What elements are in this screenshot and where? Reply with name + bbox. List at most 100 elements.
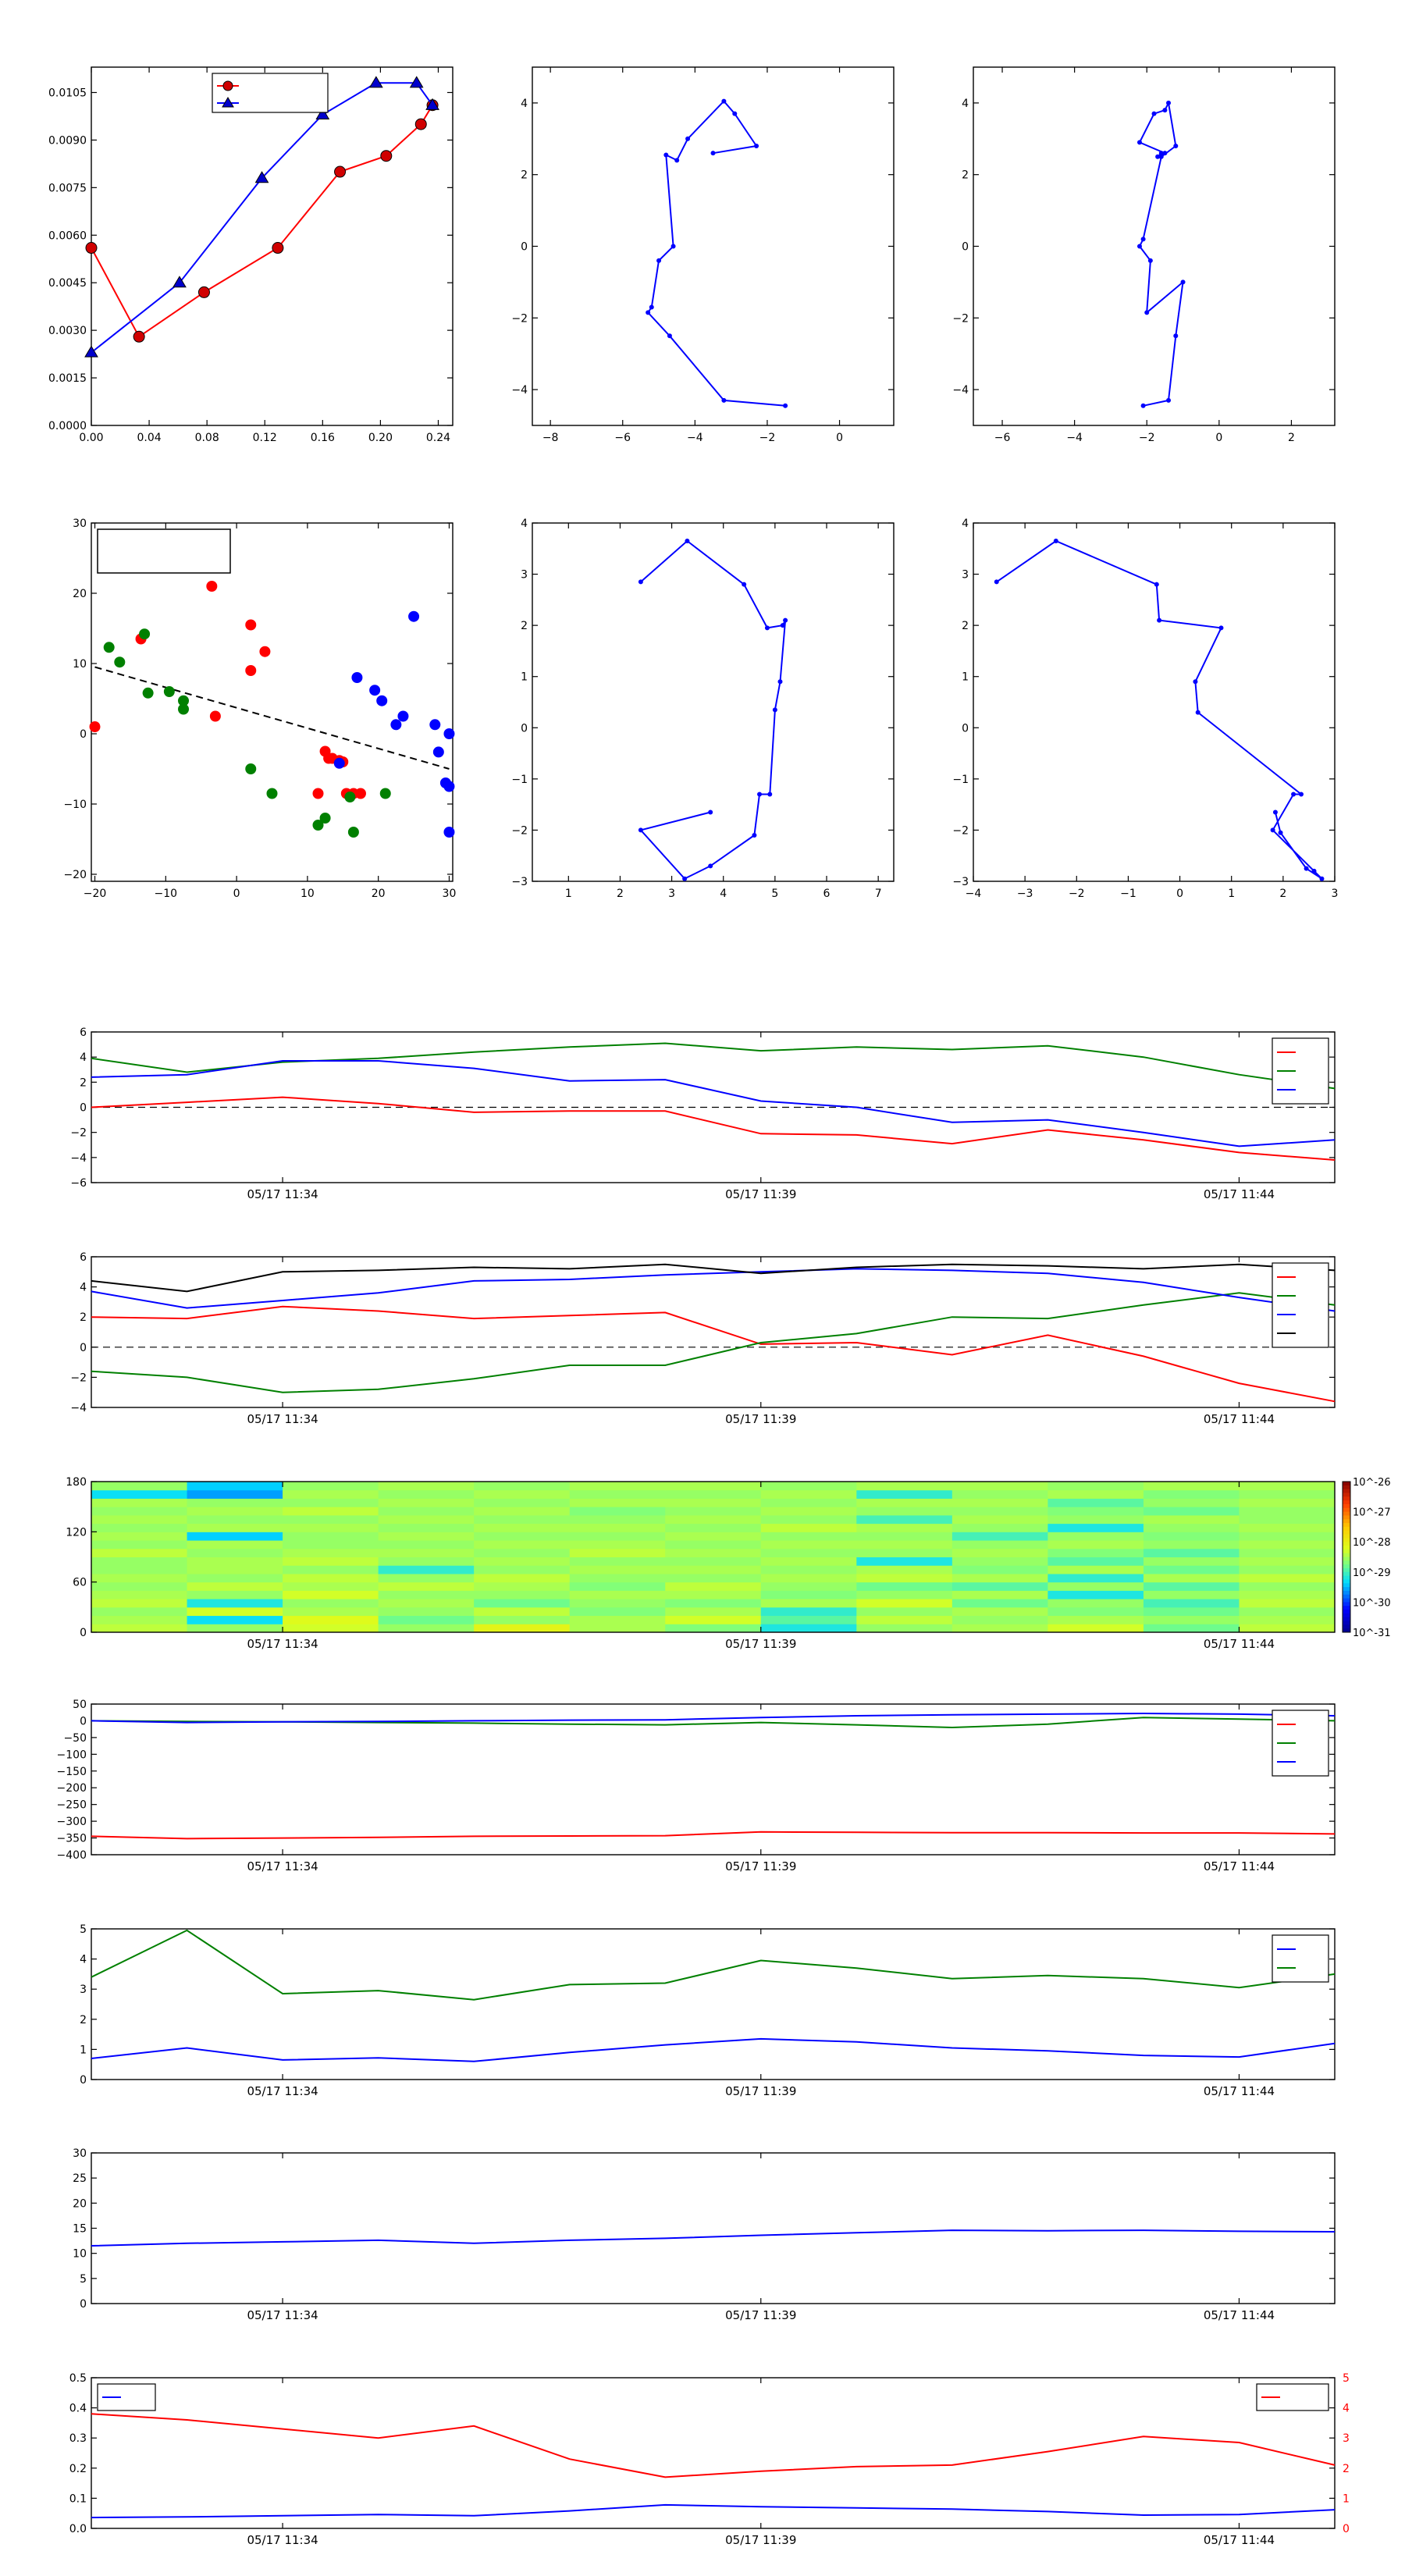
x-tick-label: 1 xyxy=(565,888,572,900)
heatmap-cell xyxy=(665,1482,762,1491)
heatmap-cell xyxy=(760,1540,857,1550)
y-tick-label: 1 xyxy=(962,671,969,684)
timeseries-12: 0.0 0.1 0.2 0.3 0.4 0.5 05/17 11:34 05/17 11:39… xyxy=(69,2372,1350,2547)
heatmap-cell xyxy=(1239,1565,1336,1574)
heatmap-cell xyxy=(856,1532,953,1541)
heatmap-cell xyxy=(474,1532,571,1541)
heatmap-cell xyxy=(665,1615,762,1624)
heatmap-cell xyxy=(474,1624,571,1633)
y-tick-label: 2 xyxy=(962,620,969,632)
x-tick-label: 10 xyxy=(301,888,315,900)
data-point xyxy=(1218,625,1224,631)
time-tick-label: 05/17 11:39 xyxy=(725,1187,796,1201)
heatmap-cell xyxy=(91,1548,188,1557)
data-point xyxy=(1193,679,1198,685)
y-tick-label: 50 xyxy=(73,1699,87,1711)
data-point xyxy=(685,538,690,543)
scatter-point xyxy=(163,686,175,697)
y-tick-label: −4 xyxy=(511,384,528,397)
time-tick-label: 05/17 11:39 xyxy=(725,1859,796,1873)
time-tick-label: 05/17 11:44 xyxy=(1204,1412,1275,1426)
colorbar-segment xyxy=(1343,1538,1350,1542)
heatmap-cell xyxy=(951,1532,1048,1541)
heatmap-cell xyxy=(951,1582,1048,1591)
heatmap-cell xyxy=(951,1590,1048,1599)
y-tick-label: 120 xyxy=(66,1526,87,1539)
colorbar-segment xyxy=(1343,1602,1350,1606)
heatmap-cell xyxy=(1048,1523,1144,1532)
timeseries-10: 0 1 2 3 4 5 05/17 11:34 05/17 11:39 05/17 11:44 xyxy=(80,1923,1336,2098)
heatmap-cell xyxy=(1143,1482,1240,1491)
x-tick-label: −10 xyxy=(155,888,178,900)
heatmap-cell xyxy=(856,1573,953,1583)
heatmap-cell xyxy=(856,1565,953,1574)
time-tick-label: 05/17 11:44 xyxy=(1204,2533,1275,2547)
x-tick-label: −4 xyxy=(1066,432,1083,444)
colorbar-segment xyxy=(1343,1590,1350,1596)
heatmap-cell xyxy=(187,1606,283,1617)
heatmap-cell xyxy=(760,1507,857,1516)
heatmap-cell xyxy=(1143,1573,1240,1583)
subplot-4: −3 −2 −1 0 1 2 3 4 1 2 3 4 5 6 7 xyxy=(511,518,895,900)
y-tick-label: 0 xyxy=(80,2298,87,2311)
y-tick-label: −50 xyxy=(63,1732,87,1745)
heatmap-cell xyxy=(665,1514,762,1525)
data-point xyxy=(1195,710,1200,715)
heatmap-cell xyxy=(665,1548,762,1557)
heatmap-cell xyxy=(283,1523,379,1532)
time-tick-label: 05/17 11:39 xyxy=(725,2308,796,2322)
y-tick-label: 4 xyxy=(80,1282,87,1294)
legend xyxy=(1272,1934,1329,1983)
colorbar-segment xyxy=(1343,1526,1350,1532)
heatmap-cell xyxy=(91,1540,188,1550)
y-tick-label: −150 xyxy=(57,1766,87,1778)
annotation-frame xyxy=(97,528,231,574)
heatmap-cell xyxy=(91,1532,188,1541)
y-tick-label: 4 xyxy=(521,98,528,110)
heatmap-cell xyxy=(283,1615,379,1624)
y-tick-label: 0.0075 xyxy=(48,182,87,194)
colorbar-segment xyxy=(1343,1564,1350,1569)
heatmap-cell xyxy=(569,1498,666,1507)
heatmap-cell xyxy=(760,1590,857,1599)
heatmap-cell xyxy=(283,1548,379,1557)
heatmap-cell xyxy=(474,1615,571,1624)
colorbar-segment xyxy=(1343,1546,1350,1550)
heatmap-cell xyxy=(378,1599,475,1608)
heatmap-cell xyxy=(1239,1557,1336,1566)
y-tick-label: 2 xyxy=(80,2014,87,2026)
x-tick-label: 2 xyxy=(617,888,624,900)
data-point xyxy=(254,171,269,183)
y-tick-label: −6 xyxy=(70,1177,87,1190)
heatmap-cell xyxy=(951,1482,1048,1491)
timeseries-6: −6 −4 −2 0 2 4 6 05/17 11:34 05/17 11:39 05/17 11… xyxy=(70,1026,1336,1201)
heatmap-cell xyxy=(1143,1540,1240,1550)
y-tick-label: 20 xyxy=(73,2197,87,2210)
heatmap-cell xyxy=(856,1582,953,1591)
scatter-point xyxy=(259,646,271,657)
data-point xyxy=(1166,397,1172,403)
heatmap-cell xyxy=(856,1482,953,1491)
plot-area xyxy=(532,522,895,882)
data-point xyxy=(368,76,383,88)
time-tick-label: 05/17 11:44 xyxy=(1204,2084,1275,2098)
y-tick-label: 6 xyxy=(80,1026,87,1039)
colorbar-segment xyxy=(1343,1610,1350,1614)
x-tick-label: −1 xyxy=(1120,888,1136,900)
time-tick-label: 05/17 11:39 xyxy=(725,2084,796,2098)
y-tick-label: −2 xyxy=(70,1372,87,1384)
data-point xyxy=(414,118,427,130)
heatmap-cell xyxy=(665,1624,762,1633)
scatter-point xyxy=(142,687,154,699)
y-tick-label: 20 xyxy=(73,588,87,600)
data-point xyxy=(133,330,145,343)
data-point xyxy=(334,165,347,178)
heatmap-cell xyxy=(187,1498,283,1507)
data-point xyxy=(1272,809,1278,815)
colorbar-segment xyxy=(1343,1519,1350,1524)
data-point xyxy=(1162,108,1168,113)
y-tick-label: 2 xyxy=(521,169,528,182)
scatter-point xyxy=(209,710,221,722)
heatmap-cell xyxy=(951,1489,1048,1499)
y-tick-label: 0.0015 xyxy=(48,372,87,385)
